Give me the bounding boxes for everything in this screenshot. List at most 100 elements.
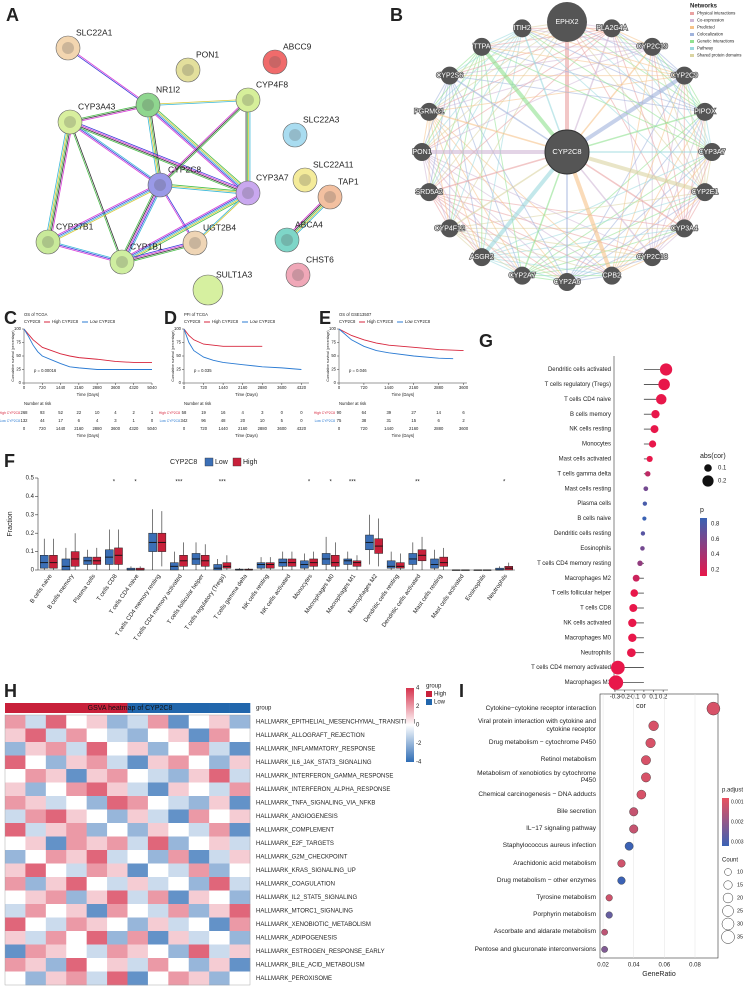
node-label: PLA2G4A xyxy=(596,25,627,32)
heat-cell xyxy=(168,931,190,945)
heat-cell xyxy=(25,782,47,797)
risk-count: 22 xyxy=(77,410,82,415)
heat-cell xyxy=(188,958,210,972)
heat-cell xyxy=(86,715,108,729)
network-edge xyxy=(48,122,72,243)
term-label-box: Ascorbate and aldarate metabolism xyxy=(493,928,596,936)
heat-cell xyxy=(209,917,230,932)
network-node xyxy=(147,172,173,198)
heat-cell xyxy=(5,836,26,851)
y-tick-label: T cells regulatory (Tregs) xyxy=(545,382,611,388)
heat-cell xyxy=(209,863,230,878)
x-tick-label: 1440 xyxy=(218,385,228,390)
heat-cell xyxy=(107,755,128,770)
y-tick-label: 0.5 xyxy=(26,476,35,482)
network-edge xyxy=(449,151,568,230)
risk-count: 31 xyxy=(386,418,391,423)
point xyxy=(656,394,667,405)
network-edge xyxy=(48,240,123,262)
node-label: NR1I2 xyxy=(156,84,180,94)
heat-cell xyxy=(209,796,230,810)
legend-label: Physical Interactions xyxy=(697,11,735,16)
network-edge xyxy=(69,122,160,187)
risk-title: Number at risk xyxy=(339,401,367,406)
legend-title: p.adjust xyxy=(722,788,743,794)
heat-cell xyxy=(209,715,230,729)
heat-cell xyxy=(147,782,169,797)
network-edge xyxy=(148,104,162,185)
legend-label: High CYP2C8 xyxy=(52,319,79,324)
heat-cell xyxy=(147,823,169,837)
y-tick-label: Ascorbate and aldarate metabolism xyxy=(493,928,596,936)
heat-cell xyxy=(5,782,26,797)
network-edge xyxy=(566,227,685,283)
heat-cell xyxy=(188,715,210,729)
y-tick-label: 0 xyxy=(19,380,22,385)
heat-cell xyxy=(209,971,230,986)
box xyxy=(430,558,439,569)
risk-count: 52 xyxy=(58,410,63,415)
node-structure xyxy=(64,116,76,128)
heat-cell xyxy=(86,769,108,783)
p-value: p = 0.046 xyxy=(349,368,367,373)
heat-cell xyxy=(45,931,67,945)
heat-cell xyxy=(45,904,67,918)
node-label: CYP2S6 xyxy=(436,72,463,79)
heat-cell xyxy=(127,931,149,945)
risk-axis-label: 1440 xyxy=(384,426,394,431)
group-bar xyxy=(147,703,169,713)
network-edge xyxy=(566,21,713,153)
row-label: HALLMARK_G2M_CHECKPOINT xyxy=(256,854,348,860)
point xyxy=(645,738,656,748)
network-edge xyxy=(481,227,685,258)
network-node xyxy=(175,57,201,83)
legend-label: 35 xyxy=(737,934,743,940)
point xyxy=(629,604,638,612)
heat-cell xyxy=(45,863,67,878)
network-edge xyxy=(611,28,706,193)
y-tick-label: B cells naive xyxy=(577,516,611,522)
network-edge xyxy=(651,75,685,258)
heat-cell xyxy=(168,917,190,932)
point xyxy=(645,471,651,477)
y-tick-label: T cells follicular helper xyxy=(552,591,611,597)
risk-count: 1 xyxy=(133,418,136,423)
x-tick-label: 720 xyxy=(200,385,208,390)
heat-cell xyxy=(127,742,149,756)
heat-cell xyxy=(188,944,210,959)
network-node xyxy=(420,183,439,202)
heat-cell xyxy=(107,971,128,986)
y-tick-label: T cells CD4 naive xyxy=(564,397,612,403)
legend-swatch xyxy=(690,47,694,50)
node-label: CYP4F8 xyxy=(256,79,288,89)
y-tick-label: Bile secretion xyxy=(556,808,596,816)
y-axis-title: Cumulative survival (percentage) xyxy=(326,330,330,381)
network-edge xyxy=(428,28,523,193)
point xyxy=(608,675,624,690)
point xyxy=(610,660,625,675)
heat-cell xyxy=(66,782,87,797)
network-node xyxy=(292,167,318,193)
network-edge xyxy=(146,105,248,195)
risk-count: 4 xyxy=(242,410,245,415)
heat-cell xyxy=(127,755,149,770)
legend-label: 0.003 xyxy=(731,839,744,845)
row-label: HALLMARK_ESTROGEN_RESPONSE_EARLY xyxy=(256,949,385,955)
heat-cell xyxy=(127,917,149,932)
x-tick-label: 720 xyxy=(39,385,47,390)
size-legend-dot xyxy=(721,917,735,931)
y-tick-label: 100 xyxy=(174,326,182,331)
heat-cell xyxy=(229,769,251,783)
heat-cell xyxy=(147,755,169,770)
heat-cell xyxy=(229,904,251,918)
y-tick-label: Dendritic cells activated xyxy=(548,367,611,373)
point xyxy=(636,789,647,800)
heat-cell xyxy=(229,850,251,864)
network-edge xyxy=(651,151,713,258)
heat-cell xyxy=(25,836,47,851)
row-label: HALLMARK_COAGULATION xyxy=(256,881,335,887)
risk-count: 90 xyxy=(337,410,342,415)
legend-label: Genetic Interactions xyxy=(697,39,734,44)
risk-axis-label: 3600 xyxy=(111,426,121,431)
heat-cell xyxy=(168,904,190,918)
